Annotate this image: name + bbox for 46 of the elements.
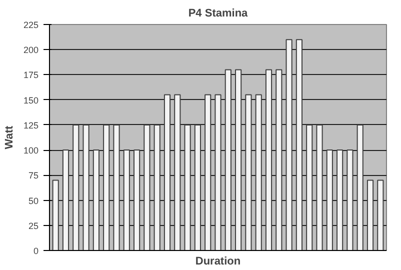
- bar: [224, 69, 232, 250]
- y-tick-label: 125: [23, 120, 39, 130]
- y-tick-label: 25: [28, 220, 39, 231]
- bar: [62, 150, 70, 250]
- bar: [52, 180, 59, 250]
- x-axis-title: Duration: [195, 256, 241, 268]
- y-axis-title: Watt: [3, 125, 16, 150]
- y-tick-label: 75: [28, 170, 39, 181]
- y-tick-label: 175: [23, 70, 39, 80]
- bar: [204, 94, 212, 250]
- y-tick-label: 100: [23, 146, 39, 156]
- y-tick-label: 0: [33, 246, 39, 256]
- bar: [113, 124, 120, 250]
- bar: [72, 124, 80, 250]
- y-tick-label: 150: [23, 95, 39, 106]
- bar: [214, 94, 222, 250]
- bar: [356, 124, 364, 250]
- bar: [92, 150, 100, 250]
- bar: [134, 150, 140, 250]
- bar: [366, 180, 374, 250]
- bar: [164, 94, 171, 250]
- bar: [255, 94, 262, 250]
- bar: [235, 69, 242, 250]
- bar: [296, 39, 302, 250]
- bar: [377, 180, 384, 250]
- bar: [265, 69, 272, 250]
- bar: [154, 124, 160, 250]
- bar: [174, 94, 181, 250]
- bar: [245, 94, 252, 250]
- bar: [194, 124, 201, 250]
- bar: [336, 150, 344, 250]
- bar: [326, 150, 333, 250]
- bar: [346, 150, 354, 250]
- y-tick-label: 225: [23, 20, 39, 30]
- bar: [286, 39, 292, 250]
- bar: [276, 69, 282, 250]
- bar: [103, 124, 110, 250]
- bar: [316, 124, 323, 250]
- chart-title: P4 Stamina: [188, 8, 249, 20]
- bar: [123, 150, 130, 250]
- y-tick-label: 50: [28, 196, 39, 206]
- bar: [184, 124, 191, 250]
- y-tick-label: 200: [23, 45, 39, 56]
- bar: [306, 124, 313, 250]
- bar: [82, 124, 90, 250]
- bar: [144, 124, 150, 250]
